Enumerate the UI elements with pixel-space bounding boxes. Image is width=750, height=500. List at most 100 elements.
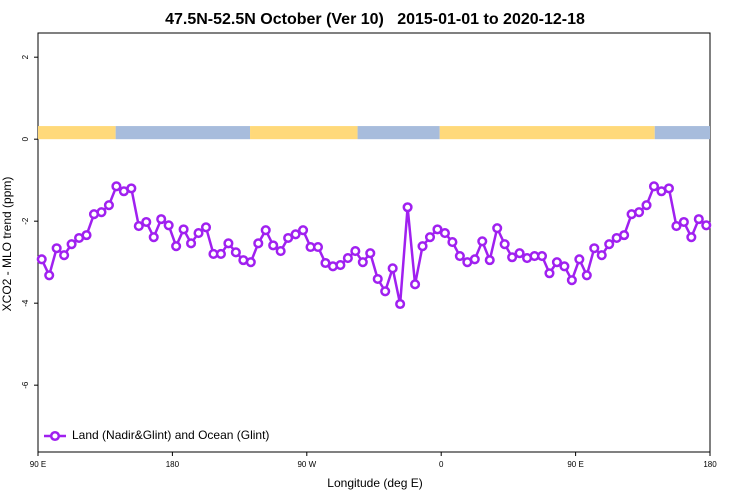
data-point: [671, 221, 682, 232]
surface-band: [115, 126, 251, 140]
data-point: [178, 224, 189, 235]
data-point: [551, 257, 562, 268]
data-point: [678, 216, 689, 228]
data-point: [648, 181, 660, 192]
y-tick-label: -4: [21, 299, 30, 307]
x-tick-label: 180: [166, 460, 180, 469]
surface-band: [250, 126, 358, 140]
data-point: [536, 250, 548, 262]
data-point: [387, 263, 398, 274]
plot-frame: [37, 32, 711, 453]
legend-label: Land (Nadir&Glint) and Ocean (Glint): [72, 428, 269, 442]
data-point: [492, 223, 503, 234]
y-axis-label: XCO2 - MLO trend (ppm): [0, 177, 14, 312]
data-point: [559, 261, 570, 272]
data-point: [350, 246, 361, 257]
data-point: [230, 247, 241, 258]
data-point: [171, 241, 182, 252]
data-point: [148, 232, 159, 243]
data-point: [604, 239, 615, 250]
data-point: [268, 240, 279, 251]
data-point: [253, 238, 264, 249]
x-tick-label: 90 E: [30, 460, 46, 469]
data-point: [484, 255, 495, 266]
data-point: [693, 214, 704, 225]
data-point: [663, 183, 674, 194]
data-point: [141, 216, 152, 228]
data-point: [283, 232, 294, 244]
x-axis-label: Longitude (deg E): [327, 476, 422, 490]
y-tick-label: -2: [21, 217, 30, 225]
data-point: [96, 207, 107, 218]
data-point: [103, 200, 114, 211]
data-point: [59, 250, 70, 261]
data-point: [200, 222, 212, 233]
data-point: [133, 221, 144, 232]
y-tick-label: 2: [21, 54, 30, 59]
data-point: [686, 232, 697, 243]
legend-marker: [49, 430, 61, 442]
surface-band: [357, 126, 440, 140]
x-tick-label: 90 W: [297, 460, 316, 469]
data-point: [514, 248, 525, 259]
data-point: [395, 298, 406, 310]
data-point: [335, 259, 346, 271]
data-point: [507, 252, 518, 263]
data-point: [66, 239, 77, 250]
data-point: [260, 225, 271, 236]
data-point: [245, 257, 256, 268]
data-point: [126, 183, 137, 194]
data-point: [290, 229, 301, 240]
data-point: [156, 214, 167, 225]
data-point: [596, 250, 607, 261]
data-point: [223, 238, 234, 249]
data-point: [469, 254, 480, 265]
data-point: [477, 236, 488, 247]
data-point: [312, 241, 324, 253]
x-tick-label: 0: [439, 460, 444, 469]
data-point: [215, 248, 226, 260]
data-point: [380, 286, 391, 297]
data-point: [410, 279, 421, 290]
data-point: [589, 243, 600, 254]
y-tick-label: 0: [21, 136, 30, 141]
chart-title: 47.5N-52.5N October (Ver 10) 2015-01-01 …: [165, 11, 585, 28]
data-point: [566, 275, 577, 286]
surface-band: [38, 126, 116, 140]
data-point: [357, 257, 368, 268]
data-point: [447, 237, 458, 248]
data-point: [44, 270, 55, 281]
data-point: [365, 248, 376, 259]
data-point: [81, 230, 92, 241]
data-point: [275, 246, 286, 257]
data-point: [544, 268, 555, 279]
data-point: [424, 232, 436, 243]
data-point: [111, 181, 122, 192]
data-point: [454, 250, 465, 262]
data-point: [402, 202, 413, 213]
data-point: [701, 220, 712, 231]
data-point: [342, 253, 353, 264]
data-point: [51, 243, 62, 254]
data-point: [163, 220, 174, 231]
y-tick-label: -6: [21, 381, 30, 389]
data-point: [432, 224, 443, 235]
data-point: [417, 241, 428, 252]
x-tick-label: 180: [703, 460, 717, 469]
data-point: [193, 228, 204, 239]
data-point: [634, 207, 645, 218]
x-tick-label: 90 E: [567, 460, 583, 469]
data-point: [298, 225, 309, 236]
data-point: [574, 254, 585, 265]
data-point: [581, 270, 592, 281]
surface-band: [654, 126, 710, 140]
surface-band: [439, 126, 655, 140]
data-point: [499, 239, 510, 250]
data-point: [641, 200, 652, 211]
data-point: [619, 230, 630, 241]
data-point: [36, 254, 47, 265]
data-point: [439, 228, 450, 239]
data-point: [372, 273, 383, 285]
